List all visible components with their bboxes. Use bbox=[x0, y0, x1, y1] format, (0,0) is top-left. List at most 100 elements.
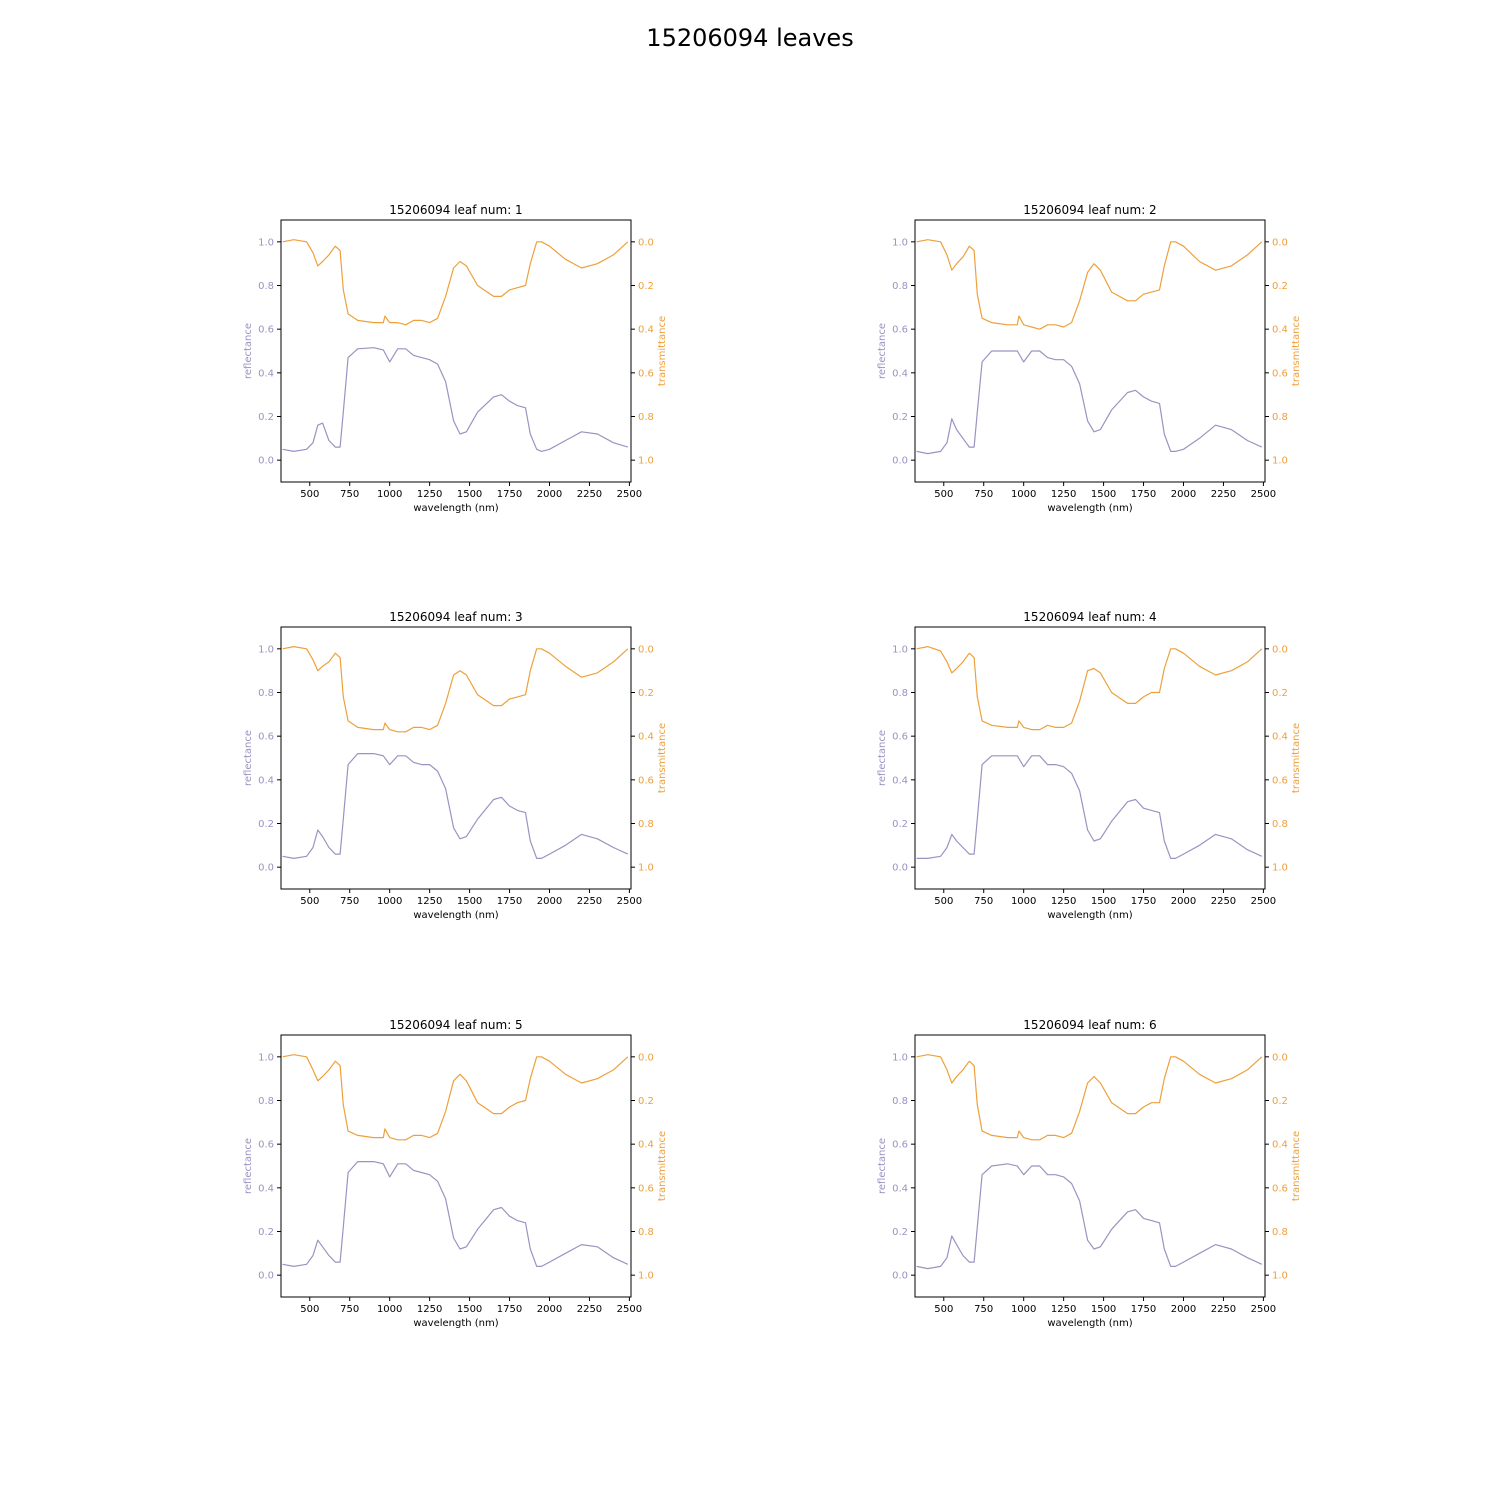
x-tick-label: 1000 bbox=[1011, 1304, 1036, 1315]
x-tick-label: 1750 bbox=[1131, 489, 1156, 500]
x-tick-label: 1250 bbox=[417, 896, 442, 907]
transmittance-line bbox=[282, 645, 629, 733]
y-axis-label: reflectance bbox=[243, 323, 254, 379]
x-tick-label: 750 bbox=[340, 489, 359, 500]
y2-tick-label: 0.8 bbox=[638, 1227, 654, 1238]
y-tick-label: 1.0 bbox=[258, 237, 274, 248]
subplot-title: 15206094 leaf num: 1 bbox=[389, 203, 522, 217]
y-tick-label: 0.4 bbox=[258, 368, 274, 379]
y2-tick-label: 0.4 bbox=[1272, 325, 1288, 336]
x-tick-label: 2250 bbox=[577, 896, 602, 907]
x-tick-label: 2000 bbox=[1171, 489, 1196, 500]
x-tick-label: 1750 bbox=[1131, 1304, 1156, 1315]
y2-tick-label: 0.4 bbox=[1272, 732, 1288, 743]
x-axis-label: wavelength (nm) bbox=[1047, 910, 1132, 921]
x-tick-label: 2250 bbox=[1211, 1304, 1236, 1315]
y-tick-label: 0.6 bbox=[892, 732, 908, 743]
x-tick-label: 2500 bbox=[617, 489, 642, 500]
x-tick-label: 750 bbox=[974, 489, 993, 500]
x-tick-label: 1250 bbox=[1051, 489, 1076, 500]
y-tick-label: 0.4 bbox=[258, 775, 274, 786]
y2-tick-label: 0.8 bbox=[1272, 1227, 1288, 1238]
x-axis-label: wavelength (nm) bbox=[1047, 1318, 1132, 1329]
y2-tick-label: 0.4 bbox=[638, 325, 654, 336]
y2-tick-label: 0.2 bbox=[638, 281, 654, 292]
x-tick-label: 2000 bbox=[1171, 896, 1196, 907]
y-tick-label: 0.8 bbox=[892, 1096, 908, 1107]
y2-tick-label: 0.2 bbox=[1272, 688, 1288, 699]
y2-tick-label: 0.4 bbox=[1272, 1140, 1288, 1151]
y-tick-label: 0.2 bbox=[258, 819, 274, 830]
x-tick-label: 500 bbox=[934, 896, 953, 907]
subplot-title: 15206094 leaf num: 6 bbox=[1023, 1018, 1156, 1032]
x-tick-label: 2500 bbox=[1251, 489, 1276, 500]
x-tick-label: 1000 bbox=[377, 896, 402, 907]
x-tick-label: 750 bbox=[974, 1304, 993, 1315]
y-tick-label: 0.0 bbox=[258, 456, 274, 467]
y2-tick-label: 0.4 bbox=[638, 1140, 654, 1151]
y-tick-label: 0.2 bbox=[892, 1227, 908, 1238]
x-tick-label: 750 bbox=[340, 896, 359, 907]
x-tick-label: 1250 bbox=[417, 1304, 442, 1315]
y-tick-label: 0.8 bbox=[258, 688, 274, 699]
y-tick-label: 0.0 bbox=[892, 456, 908, 467]
plot-frame bbox=[914, 1034, 1266, 1298]
subplot-title: 15206094 leaf num: 4 bbox=[1023, 610, 1156, 624]
subplot-title: 15206094 leaf num: 5 bbox=[389, 1018, 522, 1032]
reflectance-line bbox=[282, 752, 629, 860]
x-axis-label: wavelength (nm) bbox=[413, 910, 498, 921]
y2-tick-label: 0.2 bbox=[1272, 1096, 1288, 1107]
y-tick-label: 0.8 bbox=[892, 688, 908, 699]
reflectance-line bbox=[916, 350, 1263, 455]
y2-tick-label: 0.2 bbox=[1272, 281, 1288, 292]
x-axis-label: wavelength (nm) bbox=[1047, 503, 1132, 514]
y2-axis-label: transmittance bbox=[657, 316, 668, 386]
y-tick-label: 0.2 bbox=[892, 819, 908, 830]
transmittance-line bbox=[282, 239, 629, 326]
x-tick-label: 500 bbox=[934, 1304, 953, 1315]
y-tick-label: 0.8 bbox=[258, 1096, 274, 1107]
x-tick-label: 2500 bbox=[1251, 896, 1276, 907]
y-tick-label: 0.4 bbox=[892, 775, 908, 786]
y2-tick-label: 0.6 bbox=[1272, 775, 1288, 786]
y-tick-label: 0.4 bbox=[892, 368, 908, 379]
y2-tick-label: 0.2 bbox=[638, 688, 654, 699]
y-axis-label: reflectance bbox=[243, 730, 254, 786]
x-tick-label: 1500 bbox=[1091, 489, 1116, 500]
x-axis-label: wavelength (nm) bbox=[413, 503, 498, 514]
x-tick-label: 2250 bbox=[1211, 489, 1236, 500]
y2-axis-label: transmittance bbox=[657, 723, 668, 793]
y-axis-label: reflectance bbox=[877, 1138, 888, 1194]
y2-tick-label: 1.0 bbox=[1272, 863, 1288, 874]
x-tick-label: 1750 bbox=[497, 896, 522, 907]
x-tick-label: 1250 bbox=[1051, 896, 1076, 907]
x-tick-label: 2250 bbox=[1211, 896, 1236, 907]
y-tick-label: 1.0 bbox=[258, 644, 274, 655]
y-axis-label: reflectance bbox=[243, 1138, 254, 1194]
x-tick-label: 1000 bbox=[377, 489, 402, 500]
y2-tick-label: 1.0 bbox=[1272, 456, 1288, 467]
transmittance-line bbox=[916, 1054, 1263, 1141]
x-tick-label: 2500 bbox=[617, 896, 642, 907]
x-tick-label: 2000 bbox=[537, 489, 562, 500]
x-axis-label: wavelength (nm) bbox=[413, 1318, 498, 1329]
y2-tick-label: 1.0 bbox=[638, 456, 654, 467]
x-tick-label: 2000 bbox=[537, 1304, 562, 1315]
y2-tick-label: 0.8 bbox=[638, 819, 654, 830]
x-tick-label: 1000 bbox=[377, 1304, 402, 1315]
subplot-3: 15206094 leaf num: 3 500 750 1000 1250 1500 17… bbox=[243, 610, 668, 921]
y2-tick-label: 0.0 bbox=[1272, 1052, 1288, 1063]
x-tick-label: 1250 bbox=[417, 489, 442, 500]
x-tick-label: 2250 bbox=[577, 1304, 602, 1315]
x-tick-label: 1000 bbox=[1011, 489, 1036, 500]
reflectance-line bbox=[282, 1160, 629, 1268]
y2-tick-label: 1.0 bbox=[638, 863, 654, 874]
y2-tick-label: 0.8 bbox=[1272, 412, 1288, 423]
y-tick-label: 0.4 bbox=[258, 1183, 274, 1194]
subplot-title: 15206094 leaf num: 2 bbox=[1023, 203, 1156, 217]
y2-tick-label: 0.6 bbox=[638, 775, 654, 786]
y-tick-label: 0.6 bbox=[258, 325, 274, 336]
x-tick-label: 1250 bbox=[1051, 1304, 1076, 1315]
y-tick-label: 0.0 bbox=[892, 863, 908, 874]
x-tick-label: 500 bbox=[300, 1304, 319, 1315]
